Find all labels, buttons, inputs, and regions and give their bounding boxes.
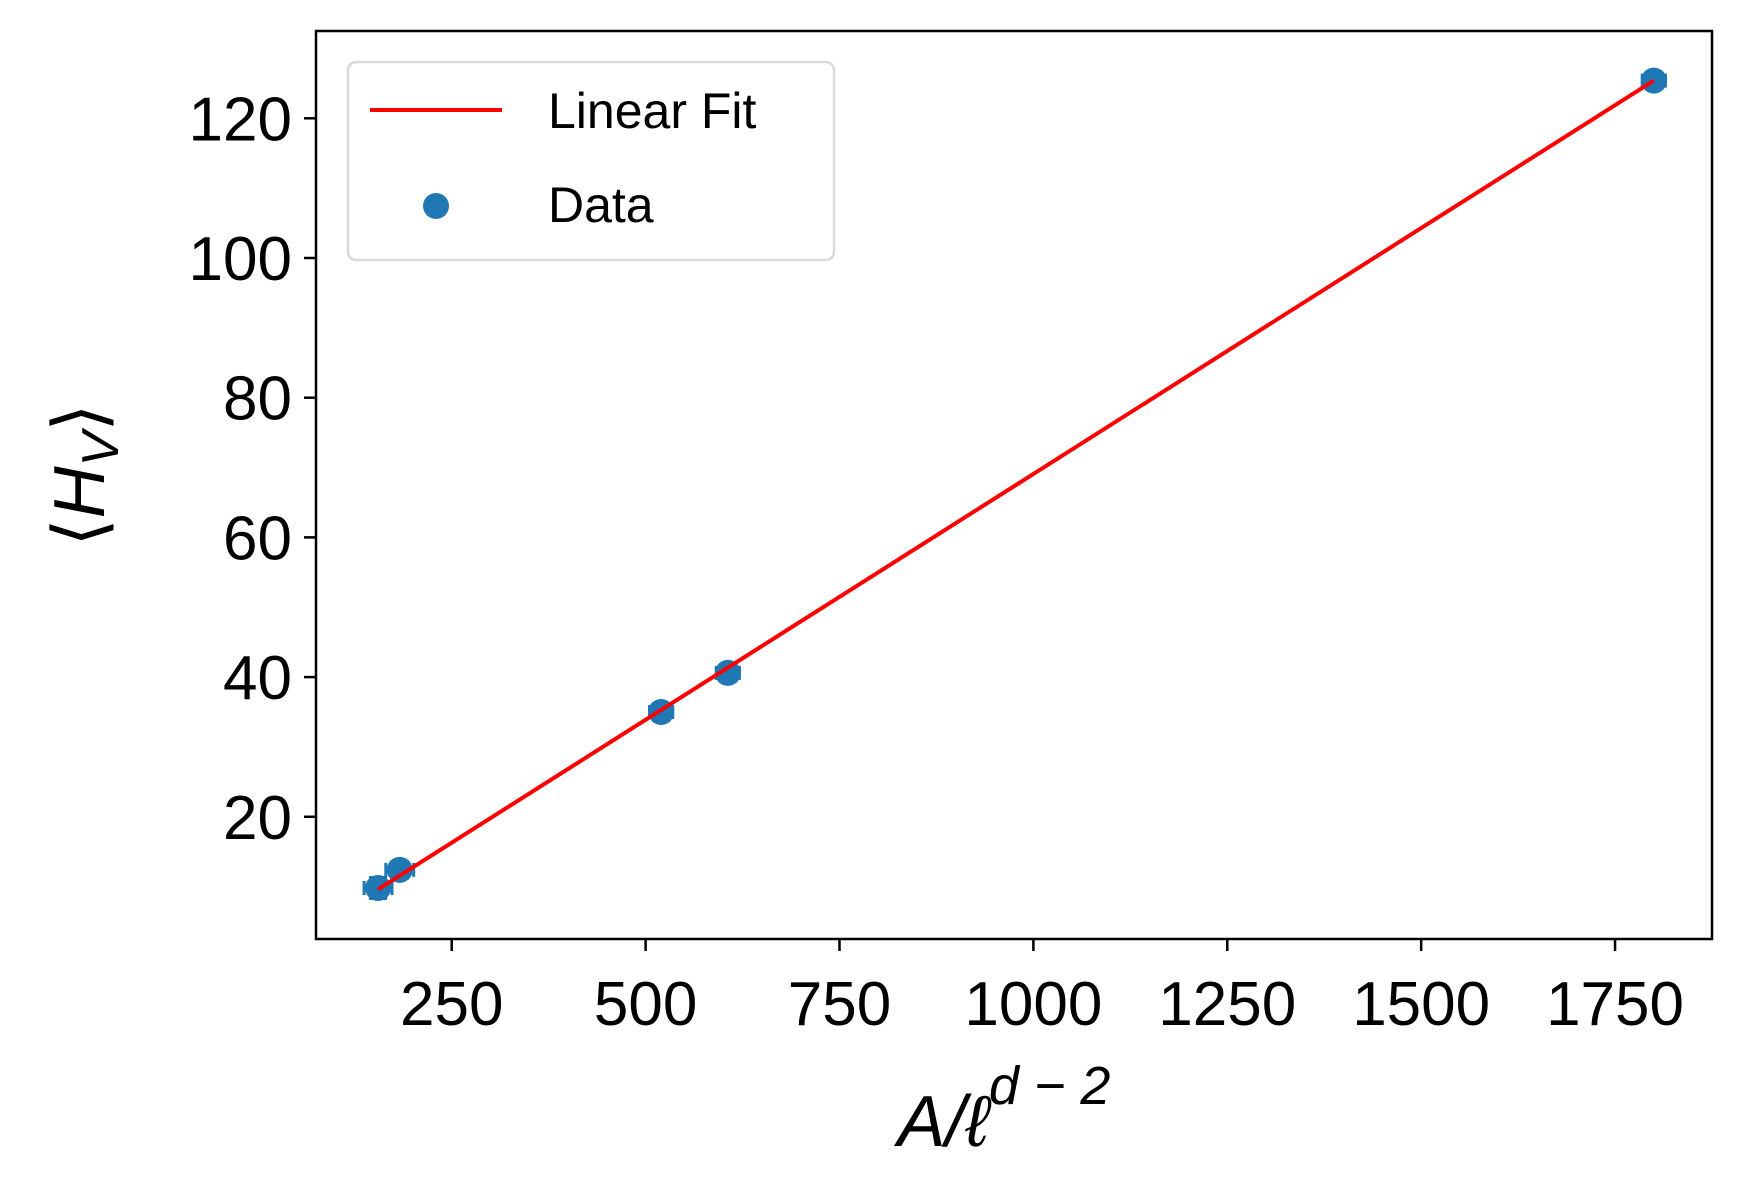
- linear-fit-line: [376, 78, 1655, 892]
- y-axis-label-open: ⟨: [40, 518, 120, 546]
- y-axis-label-close: ⟩: [40, 404, 120, 432]
- x-tick-label: 750: [788, 970, 891, 1039]
- legend-linear-fit-label: Linear Fit: [548, 83, 757, 139]
- x-tick-label: 1000: [964, 970, 1102, 1039]
- x-tick-label: 250: [400, 970, 503, 1039]
- y-tick-label: 40: [223, 644, 292, 713]
- legend: Linear Fit Data: [346, 60, 836, 262]
- y-tick-label: 20: [223, 784, 292, 853]
- data-point: [386, 856, 413, 883]
- x-axis-label: A/ℓd − 2: [894, 1056, 1111, 1162]
- x-axis-label-base: A/ℓ: [894, 1082, 992, 1162]
- x-tick-label: 1250: [1158, 970, 1296, 1039]
- plot-area: [362, 67, 1667, 902]
- axes-frame: [314, 29, 1714, 941]
- x-tick-label: 1500: [1352, 970, 1490, 1039]
- legend-data-swatch: [423, 193, 449, 219]
- x-tick-label: 500: [594, 970, 697, 1039]
- x-axis-label-superscript: d − 2: [989, 1056, 1111, 1116]
- x-axis-ticks: 250 500 750 1000 1250 1500 1750: [400, 939, 1684, 1039]
- legend-data-label: Data: [548, 177, 654, 233]
- y-tick-label: 80: [223, 365, 292, 434]
- y-tick-label: 60: [223, 504, 292, 573]
- y-tick-label: 100: [189, 225, 292, 294]
- y-tick-label: 120: [189, 85, 292, 154]
- x-tick-label: 1750: [1546, 970, 1684, 1039]
- y-axis-label-subscript: V: [72, 427, 130, 466]
- data-point: [714, 659, 741, 686]
- y-axis-label-main: H: [40, 465, 120, 518]
- y-axis-ticks: 20 40 60 80 100 120: [189, 85, 316, 853]
- y-axis-label: ⟨HV⟩: [40, 404, 130, 547]
